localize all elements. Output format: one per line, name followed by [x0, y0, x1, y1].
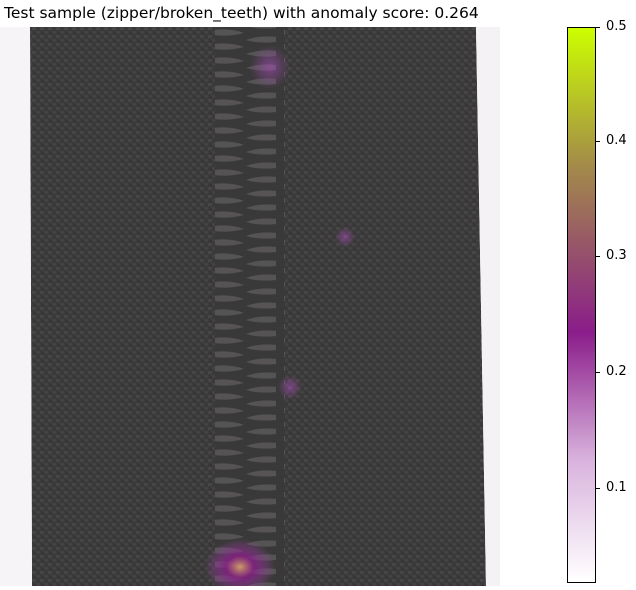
colorbar-tick-label: 0.2: [606, 364, 627, 379]
anomaly-heat-spot: [250, 45, 290, 89]
colorbar-tick-label: 0.1: [606, 480, 627, 495]
colorbar: [567, 27, 596, 583]
anomaly-heat-spot: [205, 539, 275, 590]
anomaly-heat-spot: [278, 375, 302, 399]
zipper-image: [0, 27, 500, 590]
colorbar-tick-mark: [596, 141, 600, 142]
colorbar-tick-label: 0.5: [606, 19, 627, 34]
colorbar-tick-mark: [596, 27, 600, 28]
colorbar-tick-label: 0.3: [606, 248, 627, 263]
anomaly-heat-spot: [335, 227, 355, 247]
colorbar-tick-mark: [596, 488, 600, 489]
colorbar-tick-mark: [596, 372, 600, 373]
figure-title: Test sample (zipper/broken_teeth) with a…: [4, 4, 479, 22]
colorbar-tick-mark: [596, 256, 600, 257]
zipper-teeth: [215, 27, 285, 586]
colorbar-tick-label: 0.4: [606, 133, 627, 148]
